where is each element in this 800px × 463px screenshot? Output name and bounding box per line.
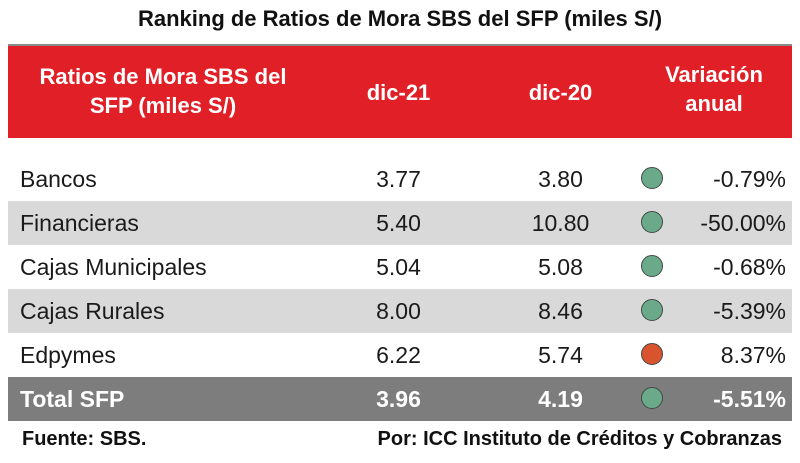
status-indicator-icon	[641, 343, 663, 365]
table-header: Ratios de Mora SBS del SFP (miles S/) di…	[8, 44, 792, 138]
row-dic21-value: 3.77	[376, 166, 421, 192]
header-concept: Ratios de Mora SBS del SFP (miles S/)	[8, 62, 318, 120]
row-dic20-value: 3.80	[538, 166, 583, 192]
header-variation: Variación anual	[634, 60, 794, 118]
source-note: Fuente: SBS.	[22, 428, 147, 450]
header-dic20: dic-20	[528, 80, 593, 105]
status-indicator-icon	[641, 299, 663, 321]
table-row: Cajas Rurales 8.00 8.46 -5.39%	[8, 289, 792, 333]
row-variation-value: 8.37%	[720, 342, 786, 368]
table-row: Cajas Municipales 5.04 5.08 -0.68%	[8, 245, 792, 289]
status-indicator-icon	[641, 387, 663, 409]
table-row: Bancos 3.77 3.80 -0.79%	[8, 157, 792, 201]
row-name: Financieras	[20, 210, 139, 236]
total-name: Total SFP	[20, 386, 125, 412]
total-row: Total SFP 3.96 4.19 -5.51%	[8, 377, 792, 421]
total-dic20-value: 4.19	[538, 386, 583, 412]
header-concept-line1: Ratios de Mora SBS del	[39, 64, 287, 89]
header-concept-line2: SFP (miles S/)	[89, 93, 237, 118]
row-dic21-value: 6.22	[376, 342, 421, 368]
row-name: Cajas Municipales	[20, 254, 207, 280]
row-dic20-value: 8.46	[538, 298, 583, 324]
row-variation-value: -0.68%	[713, 254, 786, 280]
row-variation-value: -50.00%	[700, 210, 786, 236]
total-dic21-value: 3.96	[376, 386, 421, 412]
row-name: Cajas Rurales	[20, 298, 165, 324]
table-row: Financieras 5.40 10.80 -50.00%	[8, 201, 792, 245]
row-dic20-value: 5.74	[538, 342, 583, 368]
status-indicator-icon	[641, 167, 663, 189]
row-name: Edpymes	[20, 342, 116, 368]
header-variation-line2: anual	[685, 91, 743, 116]
header-variation-line1: Variación	[665, 62, 763, 87]
row-dic20-value: 10.80	[531, 210, 590, 236]
row-dic21-value: 5.04	[376, 254, 421, 280]
table-row: Edpymes 6.22 5.74 8.37%	[8, 333, 792, 377]
status-indicator-icon	[641, 211, 663, 233]
status-indicator-icon	[641, 255, 663, 277]
row-dic21-value: 5.40	[376, 210, 421, 236]
row-dic20-value: 5.08	[538, 254, 583, 280]
row-variation-value: -0.79%	[713, 166, 786, 192]
row-name: Bancos	[20, 166, 97, 192]
header-dic21: dic-21	[366, 80, 431, 105]
total-variation-value: -5.51%	[713, 386, 786, 412]
table-title: Ranking de Ratios de Mora SBS del SFP (m…	[137, 6, 663, 31]
row-dic21-value: 8.00	[376, 298, 421, 324]
credit-note: Por: ICC Instituto de Créditos y Cobranz…	[377, 428, 782, 450]
row-variation-value: -5.39%	[713, 298, 786, 324]
